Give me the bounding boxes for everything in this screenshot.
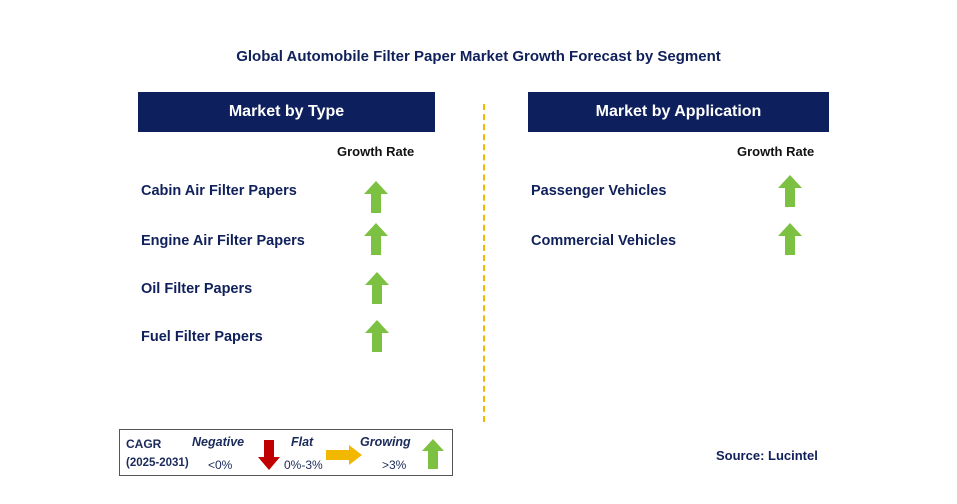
panel-header-application: Market by Application <box>528 92 829 132</box>
right-arrow-icon <box>326 445 362 465</box>
segment-label-engine-air: Engine Air Filter Papers <box>141 233 305 249</box>
legend-cagr-label: CAGR <box>126 437 162 451</box>
legend-period: (2025-2031) <box>126 457 189 469</box>
cagr-legend: CAGR (2025-2031) Negative <0% Flat 0%-3%… <box>119 429 453 476</box>
up-arrow-icon <box>778 175 802 207</box>
segment-label-cabin-air: Cabin Air Filter Papers <box>141 183 297 199</box>
legend-flat-range: 0%-3% <box>284 458 323 472</box>
growth-rate-label-type: Growth Rate <box>337 144 415 159</box>
panel-divider <box>483 104 485 422</box>
source-note: Source: Lucintel <box>716 448 818 463</box>
page-title: Global Automobile Filter Paper Market Gr… <box>236 48 721 65</box>
segment-label-commercial: Commercial Vehicles <box>531 233 677 249</box>
up-arrow-icon <box>422 439 444 469</box>
up-arrow-icon <box>365 272 389 304</box>
legend-negative-label: Negative <box>192 435 245 449</box>
legend-negative-range: <0% <box>208 458 233 472</box>
up-arrow-icon <box>364 181 388 213</box>
segment-label-fuel: Fuel Filter Papers <box>141 329 263 345</box>
growth-rate-label-application: Growth Rate <box>737 144 815 159</box>
legend-growing-range: >3% <box>382 458 407 472</box>
segment-label-oil: Oil Filter Papers <box>141 281 253 297</box>
up-arrow-icon <box>365 320 389 352</box>
legend-flat-label: Flat <box>291 435 314 449</box>
segment-label-passenger: Passenger Vehicles <box>531 183 667 199</box>
panel-header-type: Market by Type <box>138 92 435 132</box>
legend-growing-label: Growing <box>360 435 411 449</box>
up-arrow-icon <box>778 223 802 255</box>
down-arrow-icon <box>258 440 280 470</box>
up-arrow-icon <box>364 223 388 255</box>
